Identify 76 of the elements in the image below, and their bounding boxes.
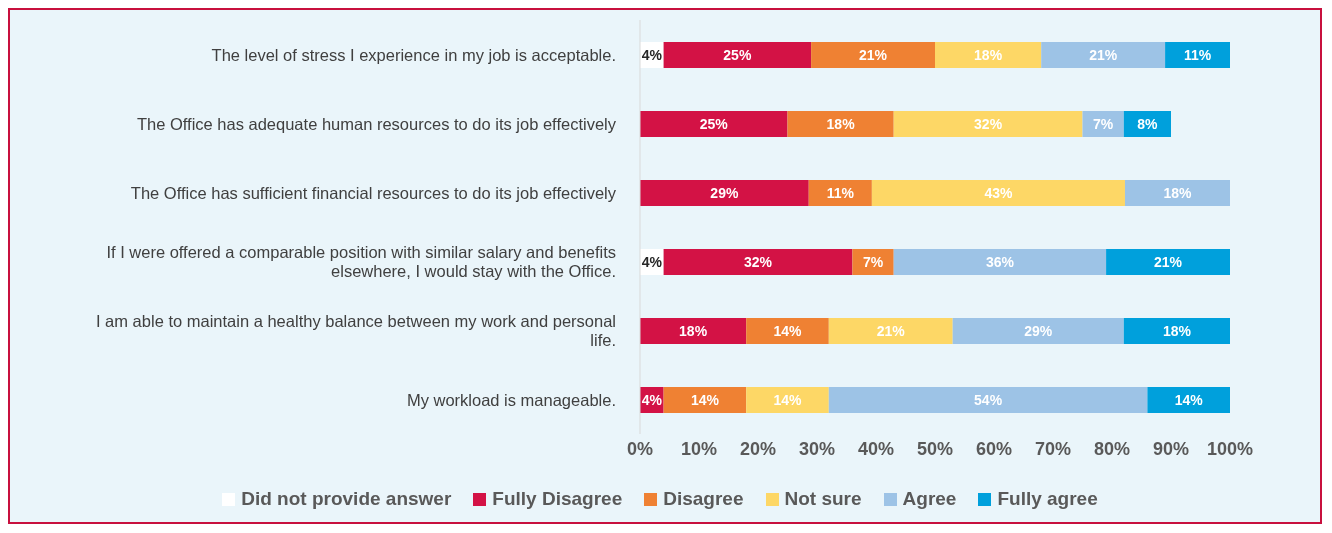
data-label: 11% <box>1183 47 1212 63</box>
y-tick-label: My workload is manageable. <box>406 390 616 409</box>
bar <box>935 42 1042 68</box>
data-label: 8% <box>1137 116 1159 132</box>
x-tick-label: 30% <box>798 438 836 459</box>
bar <box>952 318 1124 344</box>
bar <box>746 387 829 413</box>
bar <box>811 42 935 68</box>
data-label: 43% <box>984 185 1013 201</box>
y-tick-label: I am able to maintain a healthy balance between my work and personal life. <box>95 312 616 349</box>
data-label: 14% <box>690 392 720 408</box>
y-tick-label: The Office has sufficient financial resources to do its job effectively <box>130 183 617 202</box>
data-label: 29% <box>710 185 739 201</box>
y-tick-label: If I were offered a comparable position with similar salary and benefits elsewhere, I would stay with the Office. <box>106 243 616 280</box>
bar <box>663 249 853 275</box>
bar <box>787 111 894 137</box>
legend-label: Fully agree <box>997 488 1098 510</box>
x-tick-label: 10% <box>680 438 718 459</box>
bar <box>1147 387 1230 413</box>
legend-label: Disagree <box>663 488 744 510</box>
data-label: 36% <box>985 254 1015 270</box>
data-label: 18% <box>826 116 856 132</box>
data-label: 4% <box>641 47 663 63</box>
x-tick-label: 70% <box>1034 438 1072 459</box>
data-label: 4% <box>641 392 663 408</box>
bar <box>640 111 788 137</box>
data-label: 29% <box>1024 323 1053 339</box>
bar <box>746 318 829 344</box>
bar <box>1124 180 1230 206</box>
legend-label: Agree <box>902 488 957 510</box>
data-label: 21% <box>859 47 888 63</box>
data-label: 21% <box>1089 47 1118 63</box>
data-label: 11% <box>826 185 855 201</box>
bar <box>663 42 812 68</box>
x-tick-label: 50% <box>916 438 954 459</box>
bar <box>663 387 747 413</box>
data-label: 32% <box>743 254 773 270</box>
x-tick-label: 90% <box>1152 438 1190 459</box>
data-label: 18% <box>974 47 1003 63</box>
data-label: 21% <box>876 323 906 339</box>
legend-label: Not sure <box>784 488 862 510</box>
bar <box>893 249 1107 275</box>
x-tick-label: 80% <box>1093 438 1131 459</box>
bar <box>1106 249 1230 275</box>
data-label: 14% <box>773 323 803 339</box>
data-label: 7% <box>1093 116 1114 132</box>
data-label: 18% <box>1163 185 1193 201</box>
bar <box>828 387 1148 413</box>
bar <box>828 318 953 344</box>
data-label: 25% <box>699 116 729 132</box>
bar <box>1123 318 1230 344</box>
data-label: 18% <box>679 323 708 339</box>
x-tick-label: 20% <box>739 438 777 459</box>
bar <box>871 180 1125 206</box>
bar <box>640 318 747 344</box>
data-label: 14% <box>773 392 803 408</box>
bar <box>1041 42 1166 68</box>
y-tick-label: The level of stress I experience in my job is acceptable. <box>211 45 616 64</box>
data-label: 14% <box>1174 392 1204 408</box>
x-tick-label: 0% <box>626 438 654 459</box>
bar <box>893 111 1083 137</box>
bar <box>852 249 894 275</box>
bar <box>640 180 809 206</box>
x-tick-label: 100% <box>1206 438 1254 459</box>
data-label: 18% <box>1162 323 1192 339</box>
data-label: 7% <box>862 254 884 270</box>
y-tick-label: The Office has adequate human resources to do its job effectively <box>136 114 617 133</box>
data-label: 25% <box>723 47 752 63</box>
x-tick-label: 40% <box>857 438 895 459</box>
legend-label: Fully Disagree <box>492 488 623 510</box>
legend-label: Did not provide answer <box>241 488 452 510</box>
x-tick-label: 60% <box>975 438 1013 459</box>
data-label: 54% <box>974 392 1003 408</box>
data-label: 21% <box>1154 254 1183 270</box>
data-label: 4% <box>641 254 663 270</box>
data-label: 32% <box>974 116 1003 132</box>
